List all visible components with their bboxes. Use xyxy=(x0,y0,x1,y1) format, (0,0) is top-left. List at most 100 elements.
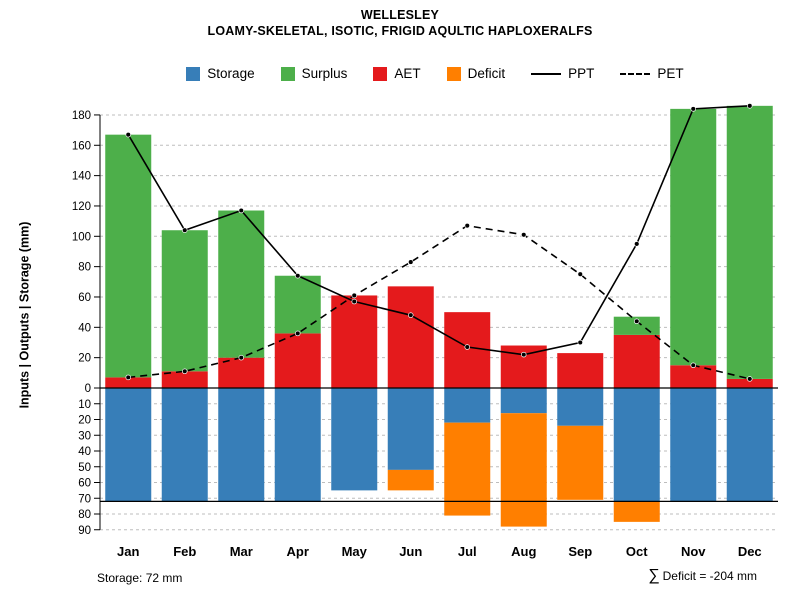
legend-label-aet: AET xyxy=(394,66,421,81)
month-label: Aug xyxy=(511,544,536,559)
bar-aet xyxy=(557,353,604,388)
month-label: Jan xyxy=(117,544,139,559)
legend-item-pet: PET xyxy=(620,66,684,81)
bar-surplus xyxy=(726,105,773,379)
series-ppt xyxy=(125,103,753,358)
bar-deficit xyxy=(500,413,547,527)
aet-swatch xyxy=(373,66,388,81)
bar-storage xyxy=(500,388,547,414)
point-pet xyxy=(351,292,358,299)
point-pet xyxy=(577,271,583,277)
bar-aet xyxy=(105,377,152,388)
point-pet xyxy=(125,374,131,381)
bar-storage xyxy=(218,388,265,502)
bar-storage xyxy=(670,388,717,502)
storage-annotation: Storage: 72 mm xyxy=(97,571,183,585)
bar-aet xyxy=(161,371,208,388)
bar-aet xyxy=(613,334,660,388)
storage-swatch xyxy=(186,66,201,81)
bars xyxy=(105,105,773,527)
point-pet xyxy=(182,368,188,375)
legend-label-storage: Storage xyxy=(207,66,255,81)
deficit-text: Deficit = -204 mm xyxy=(662,569,757,583)
bar-storage xyxy=(274,388,321,502)
legend-item-deficit: Deficit xyxy=(446,66,506,81)
water-balance-chart: 0 20 40 60 80 100 120 140 160 180 10 20 30 40 50 60 70 80… xyxy=(72,103,778,559)
bar-storage xyxy=(331,388,378,491)
bar-storage xyxy=(726,388,773,502)
bar-deficit xyxy=(557,425,604,500)
point-ppt xyxy=(464,344,471,350)
y-tick-label: 10 xyxy=(78,399,91,411)
bar-deficit xyxy=(387,469,434,491)
y-axis: 0 20 40 60 80 100 120 140 160 180 10 20 30 40 50 60 70 80… xyxy=(72,110,101,537)
bar-aet xyxy=(670,365,717,388)
point-ppt xyxy=(182,227,188,233)
point-ppt xyxy=(408,312,414,318)
y-tick-label: 160 xyxy=(72,140,91,152)
chart-subtitle: LOAMY-SKELETAL, ISOTIC, FRIGID AQULTIC H… xyxy=(207,24,593,38)
point-ppt xyxy=(577,339,583,346)
y-tick-label: 180 xyxy=(72,110,91,122)
point-ppt xyxy=(125,131,131,138)
point-ppt xyxy=(351,298,358,305)
point-pet xyxy=(633,318,640,325)
point-pet xyxy=(408,259,414,265)
point-pet xyxy=(464,222,471,229)
pet-line-sample-icon xyxy=(620,72,651,75)
bar-aet xyxy=(274,333,321,388)
y-tick-label: 120 xyxy=(72,201,91,213)
bar-aet xyxy=(444,312,491,388)
y-tick-label: 40 xyxy=(78,322,91,334)
x-axis-labels: Jan Feb Mar Apr May Jun Jul Aug Sep Oct Nov Dec xyxy=(117,544,762,559)
bar-surplus xyxy=(274,275,321,334)
bar-aet xyxy=(218,357,265,388)
point-ppt xyxy=(690,106,696,112)
month-label: Sep xyxy=(568,544,592,559)
bar-aet xyxy=(387,286,434,388)
y-tick-label: 70 xyxy=(78,493,91,505)
bar-surplus xyxy=(161,230,208,372)
ppt-line-sample-icon xyxy=(531,72,562,75)
y-tick-label: 50 xyxy=(78,462,91,474)
bar-surplus xyxy=(105,134,152,378)
y-tick-label: 0 xyxy=(85,383,91,395)
month-label: Jun xyxy=(399,544,422,559)
legend-item-storage: Storage xyxy=(186,66,255,81)
y-tick-label: 80 xyxy=(78,509,91,521)
y-tick-label: 140 xyxy=(72,171,91,183)
surplus-swatch xyxy=(280,66,295,81)
legend-label-surplus: Surplus xyxy=(301,66,348,81)
bar-deficit xyxy=(444,422,491,516)
line-pet xyxy=(128,224,750,380)
point-pet xyxy=(295,330,301,337)
month-label: Mar xyxy=(230,544,253,559)
y-tick-label: 60 xyxy=(78,478,91,490)
month-label: Feb xyxy=(173,544,196,559)
month-label: May xyxy=(342,544,368,559)
bar-storage xyxy=(105,388,152,502)
legend-label-ppt: PPT xyxy=(568,66,595,81)
y-tick-label: 20 xyxy=(78,353,91,365)
point-ppt xyxy=(238,207,245,214)
legend-label-deficit: Deficit xyxy=(467,66,506,81)
point-ppt xyxy=(295,272,301,279)
point-ppt xyxy=(746,103,753,109)
month-label: Jul xyxy=(458,544,477,559)
bar-storage xyxy=(557,388,604,426)
point-ppt xyxy=(520,351,527,358)
deficit-annotation: ∑ Deficit = -204 mm xyxy=(648,567,757,585)
point-pet xyxy=(746,376,753,382)
series-pet xyxy=(125,222,753,382)
chart-title: WELLESLEY xyxy=(360,8,440,22)
legend-label-pet: PET xyxy=(657,66,684,81)
month-label: Apr xyxy=(287,544,309,559)
y-tick-label: 40 xyxy=(78,446,91,458)
legend-item-ppt: PPT xyxy=(531,66,594,81)
line-ppt xyxy=(127,105,750,356)
title-block: WELLESLEY LOAMY-SKELETAL, ISOTIC, FRIGID… xyxy=(0,8,800,38)
bar-deficit xyxy=(613,501,660,522)
month-label: Nov xyxy=(681,544,706,559)
y-tick-label: 30 xyxy=(78,430,91,442)
